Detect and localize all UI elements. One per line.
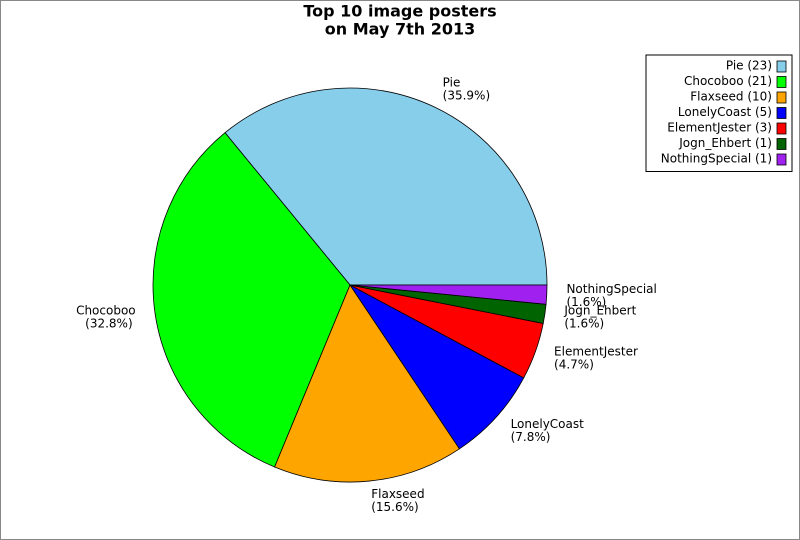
slice-label: ElementJester <box>554 345 638 359</box>
legend-swatch <box>776 138 787 150</box>
pie-slice <box>224 87 548 286</box>
legend-swatch <box>776 153 787 166</box>
legend-box <box>645 54 793 172</box>
pie-slice <box>274 284 461 483</box>
legend-label: Jogn_Ehbert (1) <box>678 136 772 150</box>
slice-label: Pie <box>443 76 461 90</box>
pie-slice <box>349 284 525 450</box>
legend-label: LonelyCoast (5) <box>678 105 772 119</box>
legend-label: Chocoboo (21) <box>684 74 772 88</box>
slice-label: NothingSpecial <box>566 282 656 296</box>
legend-label: ElementJester (3) <box>667 121 772 135</box>
legend-swatch <box>776 76 787 88</box>
chart-title: Top 10 image posters <box>303 2 496 21</box>
slice-percent: (15.6%) <box>371 500 418 514</box>
pie-slice <box>152 132 351 468</box>
legend-label: Flaxseed (10) <box>690 90 772 104</box>
legend-swatch <box>776 60 787 73</box>
legend-label: NothingSpecial (1) <box>661 152 772 166</box>
slice-percent: (4.7%) <box>554 358 594 372</box>
slice-percent: (7.8%) <box>511 430 551 444</box>
pie-slice <box>349 284 548 305</box>
slice-label: Flaxseed <box>371 487 424 501</box>
legend-swatch <box>776 107 787 119</box>
slice-label: Jogn_Ehbert <box>563 303 636 317</box>
slice-percent: (35.9%) <box>443 89 490 103</box>
slice-label: Chocoboo <box>76 303 136 317</box>
legend-swatch <box>776 91 787 104</box>
slice-label: LonelyCoast <box>511 417 585 431</box>
legend-label: Pie (23) <box>726 59 772 73</box>
slice-percent: (1.6%) <box>564 316 604 330</box>
chart-title: on May 7th 2013 <box>325 20 475 39</box>
slice-percent: (1.6%) <box>566 295 606 309</box>
legend-swatch <box>776 122 787 135</box>
slice-percent: (32.8%) <box>85 316 132 330</box>
